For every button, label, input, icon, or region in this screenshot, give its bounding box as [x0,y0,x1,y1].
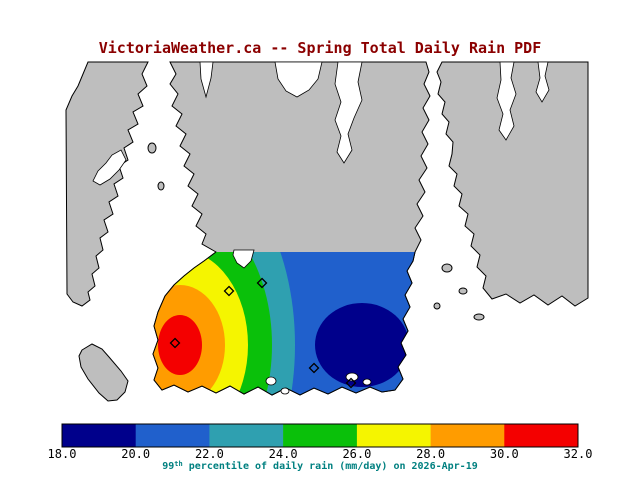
colorbar-tick-label: 32.0 [564,447,593,461]
colorbar-border [61,423,579,448]
colorbar-tick-label: 26.0 [342,447,371,461]
island-1 [441,263,453,273]
caption-superscript: th [174,460,183,468]
lake-small-3 [345,372,359,382]
colorbar-segment [356,424,431,447]
lake-small-2 [280,387,290,395]
colorbar-segment [504,424,578,447]
lake-small-1 [265,376,277,386]
lake-small-4 [362,378,372,386]
colorbar-tick-label: 18.0 [48,447,77,461]
landmass-east-islands [436,61,589,307]
island-3 [433,302,441,310]
colorbar-segment [430,424,505,447]
island-2 [458,287,468,295]
station-marker [345,377,357,389]
contour-max-cell-red [158,315,202,375]
island-6 [157,181,165,191]
contour-min-cell-navy [315,303,409,387]
inlet-west-strip [92,149,127,186]
bay-north-wide [274,61,323,98]
bay-harbour [232,249,255,269]
coastline-south [152,251,416,396]
station-marker [223,285,235,297]
colorbar-segment [62,424,136,447]
colorbar-tick-label: 24.0 [269,447,298,461]
landmass-west-coast [65,61,149,307]
station-marker [169,337,181,349]
caption-number: 99 [162,461,175,472]
plot-title: VictoriaWeather.ca -- Spring Total Daily… [98,39,542,57]
colorbar-segment [283,424,358,447]
colorbar-tick-label: 30.0 [490,447,519,461]
colorbar-tick-label: 22.0 [195,447,224,461]
contour-field [153,252,415,395]
channel-east-streak-small [535,61,550,103]
peninsula-southwest [78,343,129,402]
channel-east-streak [496,61,517,141]
colorbar-tick-label: 20.0 [121,447,150,461]
station-marker [256,277,268,289]
colorbar-tick-label: 28.0 [416,447,445,461]
station-marker [308,362,320,374]
channel-saanich-inlet [334,61,363,164]
colorbar: 18.0 20.0 22.0 24.0 26.0 28.0 30.0 32.0 [48,423,593,461]
island-5 [147,142,157,154]
plot-caption: 99th percentile of daily rain (mm/day) o… [0,460,640,472]
caption-text: percentile of daily rain (mm/day) on 202… [182,461,478,472]
inlet-north-narrow [199,61,214,99]
island-4 [473,313,485,321]
colorbar-segment [209,424,284,447]
colorbar-segment [135,424,210,447]
